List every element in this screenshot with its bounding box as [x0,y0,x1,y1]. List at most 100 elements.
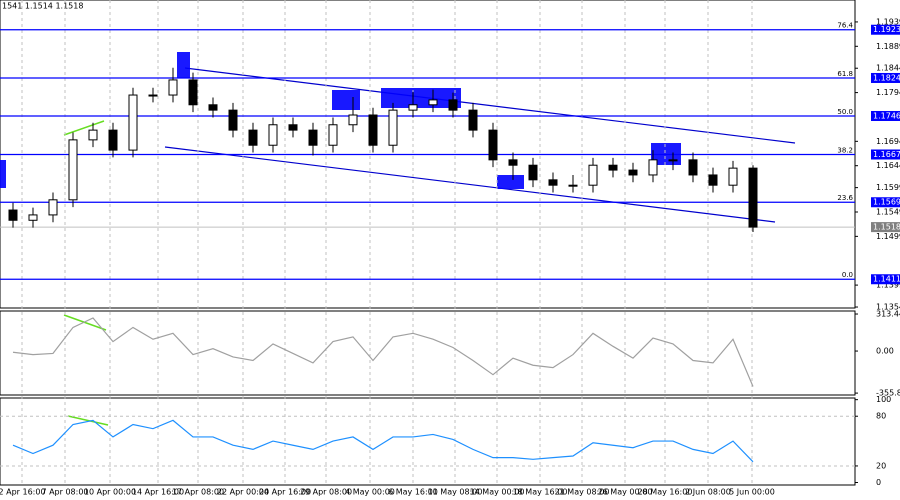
level-price-label: 1.1569 [873,198,900,207]
header: 1541 1.1514 1.1518 [2,2,83,11]
price-box [871,24,900,35]
candle-body [228,109,238,131]
y-tick-label: 1.1599 [876,183,900,192]
candle-body [548,179,558,186]
fractal-box [381,88,461,108]
level-price-label: 1.1411 [873,275,900,284]
level-price-label: 1.1746 [873,111,900,120]
level-price-label: 1.1923 [873,25,900,34]
fractal-box [497,175,524,189]
candle-body [608,164,618,171]
cci-panel [0,310,856,396]
last-price-label: 1.1518 [873,223,900,232]
x-tick-label: 7 Apr 08:00 [41,488,88,497]
x-tick-label: 14 Apr 16:00 [132,488,184,497]
divergence-line [63,314,107,331]
candle-body [708,174,718,186]
candle-body [468,109,478,131]
candle-body [388,109,398,146]
channel-lower [164,146,776,223]
divergence-line [63,120,105,136]
x-tick-label: 14 May 00:00 [470,488,525,497]
candle-body [8,209,18,221]
candle-body [308,129,318,146]
candle-body [108,129,118,151]
indicator-tick-label: 313.4447 [876,310,900,319]
y-tick-label: 1.1499 [876,232,900,241]
x-tick-label: 29 Apr 08:00 [300,488,352,497]
candle-body [728,167,738,186]
candle-body [568,184,578,187]
candle-body [288,124,298,131]
level-price-label: 1.1824 [873,73,900,82]
fractal-box [177,52,190,78]
candle-body [48,199,58,216]
x-tick-label: 4 May 00:00 [345,488,395,497]
x-tick-label: 10 Apr 00:00 [84,488,136,497]
candle-body [528,164,538,181]
candle-body [688,159,698,176]
x-tick-label: 28 May 16:00 [638,488,693,497]
candle-body [188,79,198,106]
divergence-line [67,415,109,426]
candle-body [88,129,98,141]
candle-body [368,114,378,146]
candle-body [208,104,218,111]
candle-body [648,159,658,176]
level-price-label: 1.1667 [873,150,900,159]
x-tick-label: 5 Jun 00:00 [729,488,775,497]
candle-body [128,94,138,151]
x-tick-label: 2 Apr 16:00 [0,488,46,497]
candle-body [68,139,78,201]
indicator-tick-label: -355.899 [876,389,900,398]
y-tick-label: 1.1399 [876,281,900,290]
candle-body [628,169,638,176]
y-tick-label: 1.1889 [876,42,900,51]
fib-level-name: 0.0 [842,271,853,279]
candle-body [348,114,358,126]
fractal-box [332,90,360,110]
candle-body [508,159,518,166]
y-tick-label: 1.1794 [876,88,900,97]
indicator-line [12,419,754,463]
indicator-tick-label: 0 [876,478,881,487]
fib-level-name: 23.6 [837,194,853,202]
indicator-tick-label: 0.00 [876,347,894,356]
candle-body [28,214,38,221]
indicator-tick-label: 80 [876,412,886,421]
price-box [871,274,900,285]
fractal-box [0,160,6,188]
x-tick-label: 24 Apr 16:00 [259,488,311,497]
fib-level-name: 61.8 [837,70,853,78]
candle-body [168,79,178,96]
fib-level-name: 50.0 [837,108,853,116]
fib-level-name: 38.2 [837,146,853,154]
price-box [871,149,900,160]
fib-level-name: 76.4 [837,22,853,30]
y-tick-label: 1.1694 [876,137,900,146]
candle-body [748,167,758,228]
x-tick-label: 6 May 16:00 [388,488,438,497]
x-tick-label: 18 May 16:00 [513,488,568,497]
y-tick-label: 1.1549 [876,207,900,216]
candle-body [668,159,678,162]
price-box [871,222,900,233]
candle-body [248,129,258,146]
candle-body [588,164,598,186]
candle-body [328,124,338,146]
x-tick-label: 21 May 08:00 [555,488,610,497]
y-tick-label: 1.1939 [876,17,900,26]
y-tick-label: 1.1354 [876,303,900,312]
indicator-tick-label: 20 [876,461,886,470]
price-box [871,110,900,121]
candle-body [148,94,158,97]
x-tick-label: 2 Jun 08:00 [685,488,731,497]
price-box [871,72,900,83]
rsi-panel [0,397,856,486]
candle-body [448,99,458,111]
candle-body [488,129,498,161]
y-tick-label: 1.1644 [876,161,900,170]
x-tick-label: 22 Apr 00:00 [217,488,269,497]
channel-upper [184,67,796,144]
price-box [871,197,900,208]
